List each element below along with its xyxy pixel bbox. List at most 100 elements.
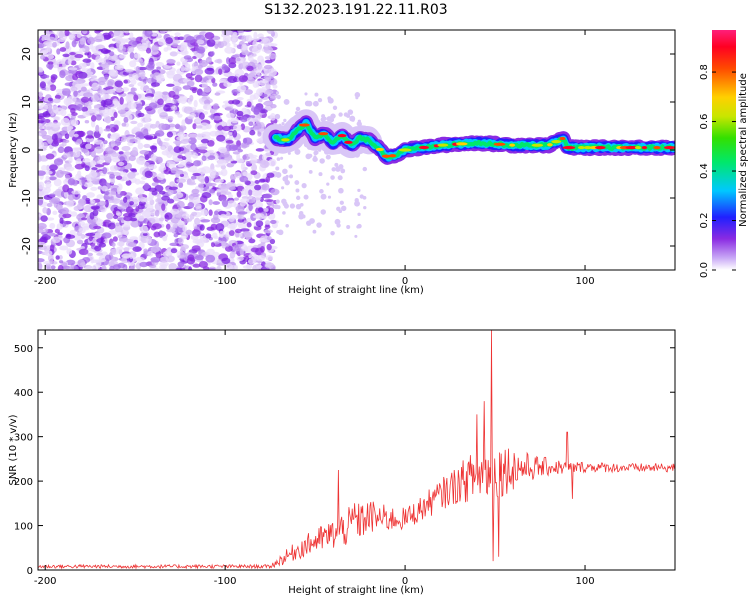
noise-blob <box>239 176 249 183</box>
noise-blob <box>93 130 101 139</box>
noise-blob <box>89 212 95 220</box>
noise-blob <box>207 155 216 161</box>
noise-blob <box>172 153 180 162</box>
noise-blob <box>265 255 274 261</box>
noise-blob <box>208 149 214 153</box>
noise-blob <box>163 104 171 112</box>
noise-blob <box>330 113 336 119</box>
noise-blob <box>90 114 97 122</box>
noise-blob <box>276 230 280 234</box>
noise-blob <box>67 178 76 186</box>
noise-blob <box>145 64 155 71</box>
noise-blob <box>113 111 118 119</box>
noise-blob <box>45 42 53 46</box>
x-tick-label: 0 <box>402 576 408 587</box>
noise-blob <box>54 94 62 100</box>
noise-blob <box>38 132 42 137</box>
noise-blob <box>354 200 360 207</box>
y-tick-label: 300 <box>14 433 33 444</box>
noise-blob <box>199 224 205 231</box>
noise-blob <box>202 103 212 111</box>
noise-blob <box>228 134 234 140</box>
noise-blob <box>81 106 88 112</box>
noise-blob <box>38 105 43 110</box>
noise-blob <box>247 258 256 265</box>
noise-blob <box>198 261 208 268</box>
noise-blob <box>298 211 304 216</box>
noise-blob <box>351 118 355 122</box>
noise-blob <box>119 96 124 105</box>
noise-blob <box>312 156 318 162</box>
noise-blob <box>111 152 119 158</box>
noise-blob <box>257 74 262 78</box>
noise-blob <box>147 164 157 170</box>
x-tick-label: -200 <box>34 576 57 587</box>
noise-blob <box>182 85 192 90</box>
noise-blob <box>282 176 289 182</box>
noise-blob <box>261 93 268 98</box>
noise-blob <box>158 190 166 195</box>
noise-blob <box>220 168 228 177</box>
noise-blob <box>90 205 100 210</box>
noise-blob <box>175 192 184 199</box>
noise-blob <box>69 52 76 56</box>
noise-blob <box>118 248 123 255</box>
noise-blob <box>95 114 102 121</box>
noise-blob <box>100 48 109 54</box>
noise-blob <box>129 60 137 68</box>
noise-blob <box>235 158 244 164</box>
noise-blob <box>359 194 364 199</box>
noise-blob <box>240 162 246 171</box>
noise-blob <box>193 160 201 167</box>
noise-blob <box>194 74 203 83</box>
ridge-peak <box>577 146 585 150</box>
noise-blob <box>301 214 306 219</box>
figure-title: S132.2023.191.22.11.R03 <box>264 2 447 18</box>
noise-blob <box>105 146 114 155</box>
noise-blob <box>96 238 105 244</box>
noise-blob <box>63 191 69 198</box>
noise-blob <box>242 137 248 144</box>
noise-blob <box>76 138 83 145</box>
noise-blob <box>103 140 108 145</box>
noise-blob <box>246 117 254 123</box>
noise-blob <box>190 175 197 180</box>
noise-blob <box>113 145 119 151</box>
noise-blob <box>241 50 249 56</box>
noise-blob <box>261 154 268 161</box>
noise-blob <box>70 119 79 127</box>
noise-blob <box>130 87 137 92</box>
noise-blob <box>101 265 107 270</box>
noise-blob <box>143 161 150 168</box>
noise-blob <box>150 82 160 87</box>
noise-blob <box>301 183 307 189</box>
noise-blob <box>319 189 324 194</box>
noise-blob <box>258 178 266 183</box>
noise-blob <box>133 53 141 59</box>
noise-blob <box>229 222 238 229</box>
noise-blob <box>320 117 326 123</box>
noise-blob <box>112 157 121 163</box>
noise-blob <box>216 134 226 142</box>
noise-blob <box>129 201 134 206</box>
noise-blob <box>214 92 221 96</box>
noise-blob <box>177 36 185 41</box>
ridge-peak <box>418 145 430 150</box>
noise-blob <box>185 229 193 236</box>
noise-blob <box>85 197 91 204</box>
noise-blob <box>180 65 186 72</box>
noise-blob <box>70 60 77 66</box>
noise-blob <box>162 94 168 102</box>
noise-blob <box>162 235 168 242</box>
noise-blob <box>332 105 338 110</box>
noise-blob <box>245 161 250 166</box>
noise-blob <box>281 122 285 126</box>
noise-blob <box>93 139 104 145</box>
noise-blob <box>170 39 181 44</box>
noise-blob <box>208 267 216 270</box>
noise-blob <box>216 188 221 193</box>
noise-blob <box>125 95 132 103</box>
noise-blob <box>296 195 301 201</box>
noise-blob <box>98 242 107 248</box>
noise-blob <box>44 250 53 257</box>
